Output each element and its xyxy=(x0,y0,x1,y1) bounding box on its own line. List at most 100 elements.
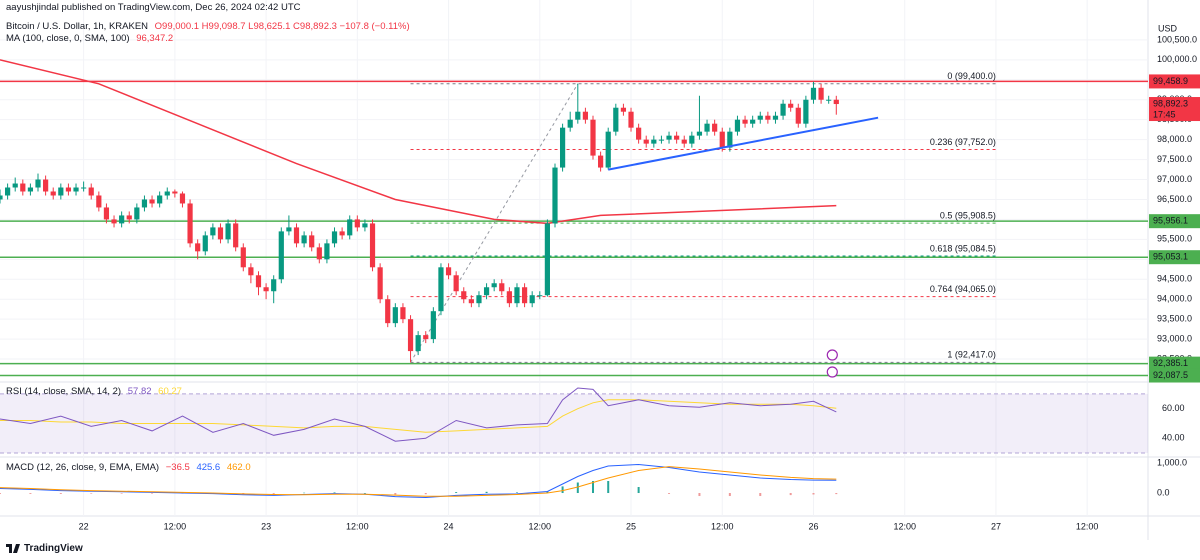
candle-body xyxy=(704,123,710,132)
y-tick-label: 98,000.0 xyxy=(1157,134,1192,144)
fib-diagonal xyxy=(410,83,579,363)
candle-body xyxy=(392,307,398,324)
x-tick-label: 25 xyxy=(626,521,636,531)
candle-body xyxy=(788,103,794,108)
macd-legend: MACD (12, 26, close, 9, EMA, EMA) −36.5 … xyxy=(6,462,255,473)
macd-histogram-bar xyxy=(303,492,306,494)
brand-logo xyxy=(6,544,20,553)
candle-body xyxy=(696,131,703,136)
candle-body xyxy=(88,187,94,196)
fib-label: 1 (92,417.0) xyxy=(947,350,996,360)
candle-body xyxy=(620,107,627,112)
macd-histogram-bar xyxy=(698,493,701,497)
x-tick-label: 27 xyxy=(991,521,1001,531)
candle-body xyxy=(468,299,474,304)
rsi-line xyxy=(0,399,837,433)
ma-name: MA (100, close, 0, SMA, 100) xyxy=(6,33,130,44)
candle-body xyxy=(354,219,360,228)
candle-body xyxy=(324,243,330,260)
macd-value: 425.6 xyxy=(196,462,221,473)
candle-body xyxy=(712,123,718,132)
level-box xyxy=(1149,214,1200,229)
candle-body xyxy=(164,191,170,196)
candle-body xyxy=(81,187,87,189)
y-tick-label: 96,500.0 xyxy=(1157,194,1192,204)
level-box-label: 92,087.5 xyxy=(1153,370,1188,380)
candle-body xyxy=(734,119,741,132)
candle-body xyxy=(369,223,376,268)
macd-histogram-bar xyxy=(151,493,154,494)
candle-body xyxy=(5,187,11,196)
candle-body xyxy=(681,139,687,144)
candle-body xyxy=(50,191,56,196)
candle-body xyxy=(727,131,733,148)
symbol-legend: Bitcoin / U.S. Dollar, 1h, KRAKEN O99,00… xyxy=(6,21,414,32)
candle-body xyxy=(757,115,763,120)
macd-histogram-bar xyxy=(812,493,815,495)
candle-body xyxy=(590,119,596,156)
candle-body xyxy=(491,283,497,288)
candle-body xyxy=(445,267,452,276)
candle-body xyxy=(643,139,649,144)
candle-body xyxy=(628,111,634,128)
macd-histogram-bar xyxy=(485,491,488,494)
level-box xyxy=(1149,250,1200,265)
candle-body xyxy=(438,267,444,312)
macd-histogram-bar xyxy=(59,493,62,494)
y-tick-label: 95,500.0 xyxy=(1157,234,1192,244)
candle-body xyxy=(202,235,208,252)
candle-body xyxy=(514,287,520,304)
currency-label: USD xyxy=(1158,23,1178,33)
macd-histogram-bar xyxy=(668,493,671,494)
candle-body xyxy=(810,87,817,100)
candle-body xyxy=(0,195,3,200)
candle-body xyxy=(157,195,163,204)
candle-body xyxy=(12,183,18,188)
candle-body xyxy=(674,135,680,140)
candle-body xyxy=(537,295,543,297)
countdown-label: 17:45 xyxy=(1153,109,1176,119)
rsi-ma-value: 60.27 xyxy=(158,386,182,397)
candle-body xyxy=(233,223,239,248)
macd-tick-label: 0.0 xyxy=(1157,487,1170,497)
candle-body xyxy=(331,231,338,244)
candle-body xyxy=(278,231,284,280)
candle-body xyxy=(613,107,619,132)
candle-body xyxy=(552,167,558,224)
candle-body xyxy=(149,199,155,204)
candle-body xyxy=(240,247,246,268)
candle-body xyxy=(544,223,550,296)
y-tick-label: 93,000.0 xyxy=(1157,333,1192,343)
macd-histogram-bar xyxy=(363,493,366,494)
candle-body xyxy=(719,131,725,148)
candle-body xyxy=(172,191,178,194)
candle-body xyxy=(286,227,292,232)
candle-body xyxy=(582,111,589,120)
macd-histogram-bar xyxy=(515,492,518,494)
macd-histogram-bar xyxy=(0,493,1,494)
candle-body xyxy=(43,179,49,192)
macd-histogram-bar xyxy=(607,481,610,494)
level-box xyxy=(1149,356,1200,371)
ma-line xyxy=(0,59,837,225)
macd-histogram-bar xyxy=(29,493,32,494)
candle-body xyxy=(499,283,505,292)
macd-line xyxy=(0,463,837,499)
macd-histogram-bar xyxy=(576,482,579,494)
fib-label: 0.764 (94,065.0) xyxy=(930,284,996,294)
rsi-legend: RSI (14, close, SMA, 14, 2) 57.82 60.27 xyxy=(6,386,186,397)
candle-body xyxy=(119,215,125,224)
candle-body xyxy=(225,223,231,240)
y-tick-label: 97,000.0 xyxy=(1157,174,1192,184)
candle-body xyxy=(126,215,132,220)
candle-body xyxy=(453,275,459,292)
fib-label: 0.5 (95,908.5) xyxy=(940,210,996,220)
x-tick-label: 26 xyxy=(808,521,818,531)
rsi-tick-label: 60.00 xyxy=(1162,403,1185,413)
candle-body xyxy=(35,179,41,188)
macd-histogram-bar xyxy=(728,493,731,497)
rsi-value: 57.82 xyxy=(127,386,152,397)
candle-body xyxy=(407,319,414,352)
